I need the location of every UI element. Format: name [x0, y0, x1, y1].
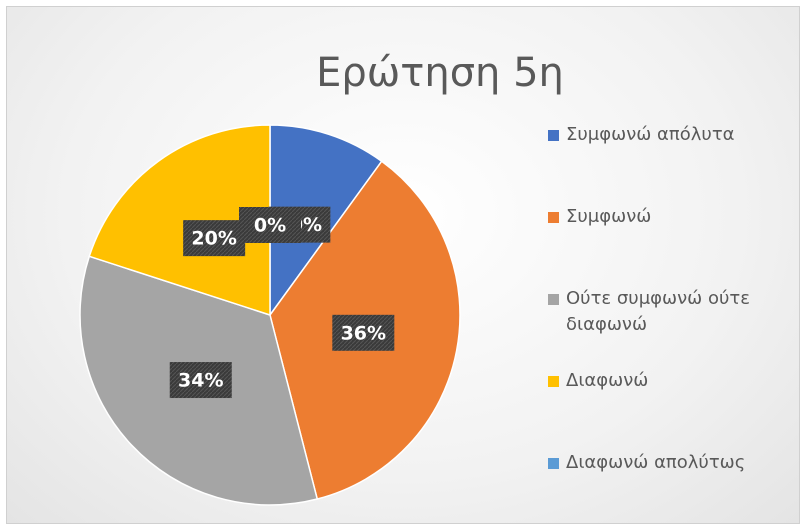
legend-item: Συμφωνώ — [548, 204, 798, 230]
legend-swatch — [548, 130, 559, 141]
data-label-box — [169, 362, 232, 399]
legend-item: Διαφωνώ απολύτως — [548, 450, 798, 476]
pie-slice — [88, 124, 271, 317]
legend-swatch — [548, 212, 559, 223]
data-label: 20% — [183, 220, 246, 257]
legend-label: Διαφωνώ απολύτως — [566, 452, 746, 473]
legend-label: Συμφωνώ — [566, 206, 652, 227]
data-label: 34% — [169, 362, 232, 399]
legend: Συμφωνώ απόλυτα Συμφωνώ Ούτε συμφωνώ ούτε … — [548, 122, 798, 530]
data-label-text: 20% — [191, 228, 236, 250]
legend-item: Διαφωνώ — [548, 368, 798, 394]
data-label-text: 36% — [341, 322, 386, 344]
legend-label: Συμφωνώ απόλυτα — [566, 124, 735, 145]
legend-swatch — [548, 458, 559, 469]
legend-label: Ούτε συμφωνώ ούτε διαφωνώ — [566, 288, 750, 335]
chart-title: Ερώτηση 5η — [316, 50, 564, 96]
data-label-box — [183, 220, 246, 257]
data-label: 0% — [239, 207, 301, 243]
data-label-box — [239, 207, 301, 243]
data-label-box — [332, 314, 395, 351]
data-label-text: 0% — [254, 215, 286, 237]
legend-label: Διαφωνώ — [566, 370, 649, 391]
legend-item: Συμφωνώ απόλυτα — [548, 122, 798, 148]
legend-item: Ούτε συμφωνώ ούτε διαφωνώ — [548, 286, 798, 338]
data-label-text: 34% — [178, 370, 223, 392]
data-label: 36% — [332, 314, 395, 351]
legend-swatch — [548, 376, 559, 387]
legend-swatch — [548, 294, 559, 305]
